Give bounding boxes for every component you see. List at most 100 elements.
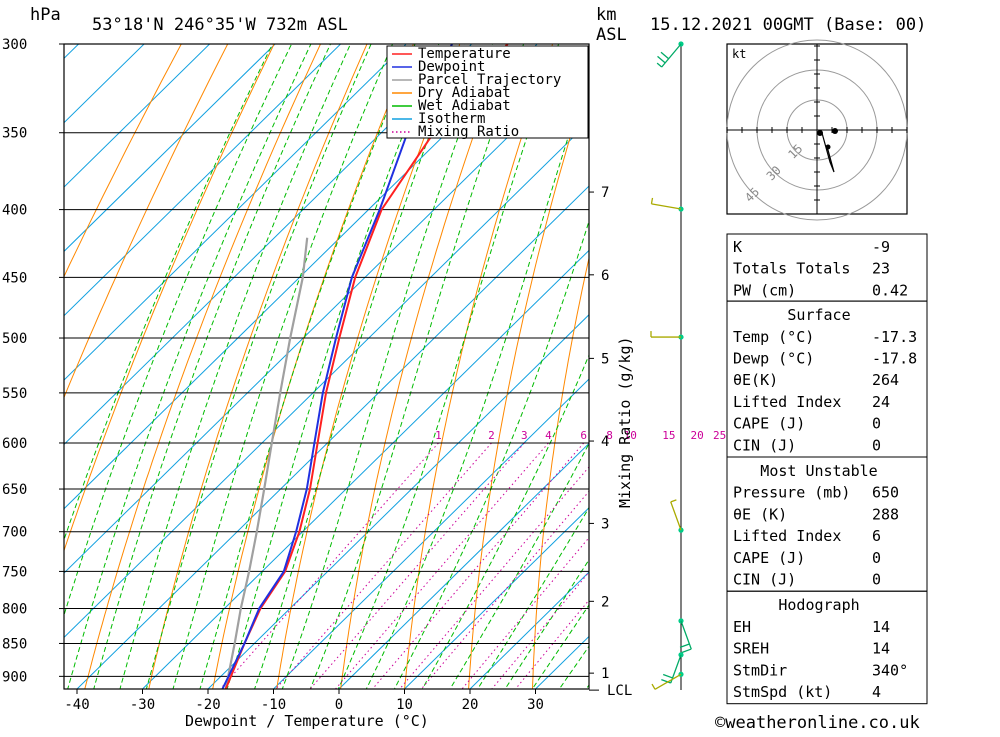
index-value: 24 <box>872 393 890 411</box>
index-value: 6 <box>872 527 881 545</box>
pressure-tick-label: 600 <box>2 436 27 452</box>
mixing-ratio-label: 15 <box>662 429 675 442</box>
legend-label: Wet Adiabat <box>418 98 511 114</box>
isotherm-line <box>64 44 407 381</box>
wind-barb-feather <box>661 678 671 684</box>
index-label: StmDir <box>733 661 787 679</box>
x-tick-label: 20 <box>462 697 479 713</box>
index-label: Dewp (°C) <box>733 350 814 368</box>
index-label: Totals Totals <box>733 260 850 278</box>
pressure-tick-label: 800 <box>2 602 27 618</box>
index-value: 14 <box>872 618 890 636</box>
wet-adiabat-line <box>531 604 589 689</box>
parcel-trajectory-line <box>224 237 309 689</box>
dry-adiabat-line <box>340 44 507 689</box>
mixing-ratio-label: 1 <box>435 429 442 442</box>
isotherm-line <box>403 507 589 689</box>
height-tick-label: 7 <box>601 185 609 201</box>
wet-adiabat-line <box>199 44 416 689</box>
dry-adiabat-line <box>64 44 182 278</box>
isotherm-line <box>64 44 211 188</box>
skewt-plot <box>64 0 988 714</box>
pressure-tick-label: 300 <box>2 37 27 53</box>
index-label: PW (cm) <box>733 281 796 299</box>
pressure-tick-label: 650 <box>2 482 27 498</box>
dry-adiabat-line <box>531 255 589 689</box>
height-tick-label: 4 <box>601 434 609 450</box>
wet-adiabat-line <box>365 71 589 689</box>
index-value: 0 <box>872 415 881 433</box>
wet-adiabat-line <box>172 44 394 689</box>
x-tick-label: -40 <box>64 697 89 713</box>
dry-adiabat-line <box>949 0 988 714</box>
isotherm-line <box>207 314 589 689</box>
datetime-title: 15.12.2021 00GMT (Base: 00) <box>650 15 926 35</box>
location-title: 53°18'N 246°35'W 732m ASL <box>92 15 348 35</box>
wet-adiabat-line <box>67 44 312 689</box>
mixing-ratio-line <box>461 536 589 689</box>
index-tables: K -9 Totals Totals 23 PW (cm) 0.42 Surface Temp… <box>726 233 928 705</box>
isotherm-line <box>64 44 80 60</box>
index-label: K <box>733 238 742 256</box>
site-name: weatheronline.co.uk <box>725 713 919 733</box>
legend-label: Temperature <box>418 46 511 62</box>
height-tick-label: 2 <box>601 594 609 610</box>
copyright-symbol: © <box>715 713 726 733</box>
index-label: Pressure (mb) <box>733 484 850 502</box>
pressure-unit-label: hPa <box>30 5 61 25</box>
wet-adiabat-line <box>337 44 560 689</box>
index-label: CAPE (J) <box>733 549 805 567</box>
index-value: 264 <box>872 371 899 389</box>
wind-barb-staff <box>651 203 682 210</box>
dry-adiabat-line <box>276 44 461 689</box>
wind-barb-feather <box>660 51 670 60</box>
wind-profile <box>650 41 692 690</box>
mixing-ratio-label: 6 <box>580 429 587 442</box>
wind-barb-feather <box>657 55 666 64</box>
mixing-ratio-label: 4 <box>545 429 552 442</box>
hodograph-point <box>817 130 823 136</box>
hodograph-box-title: Hodograph <box>778 596 859 614</box>
mixing-ratio-line <box>275 442 492 689</box>
index-label: Temp (°C) <box>733 328 814 346</box>
isobar-lines <box>64 44 589 677</box>
wind-barb-feather <box>681 648 692 654</box>
x-tick-label: -30 <box>130 697 155 713</box>
pressure-tick-label: 750 <box>2 564 27 580</box>
wind-barb-feather <box>650 197 654 204</box>
height-tick-label: 6 <box>601 268 609 284</box>
x-tick-label: -10 <box>261 697 286 713</box>
index-label: SREH <box>733 640 769 658</box>
index-value: 4 <box>872 683 881 701</box>
index-label: CIN (J) <box>733 436 796 454</box>
copyright-footer: ©weatheronline.co.uk <box>715 713 920 733</box>
index-value: 288 <box>872 505 899 523</box>
wet-adiabat-line <box>309 44 525 689</box>
sounding-profiles <box>221 44 509 689</box>
index-value: -9 <box>872 238 890 256</box>
index-value: 650 <box>872 484 899 502</box>
pressure-tick-label: 350 <box>2 126 27 142</box>
wind-barb-feather <box>662 673 673 679</box>
mixing-ratio-label: 3 <box>521 429 528 442</box>
wet-adiabat-lines <box>64 44 589 689</box>
wind-barb-staff <box>680 620 692 650</box>
wet-adiabat-line <box>504 558 589 689</box>
hodograph-box <box>726 590 928 705</box>
dry-adiabat-lines <box>64 0 988 714</box>
mixing-ratio-label: 20 <box>691 429 704 442</box>
height-tick-label: 3 <box>601 516 609 532</box>
wind-barb-staff <box>670 501 682 531</box>
wet-adiabat-line <box>477 506 589 689</box>
mixing-ratio-label: 10 <box>624 429 637 442</box>
wet-adiabat-line <box>93 44 332 689</box>
isotherm-line <box>64 121 589 639</box>
wet-adiabat-line <box>226 44 440 689</box>
height-tick-label: 1 <box>601 666 609 682</box>
mixing-ratio-label: 8 <box>606 429 613 442</box>
mixing-ratio-line <box>491 571 589 689</box>
legend-label: Parcel Trajectory <box>418 72 561 88</box>
index-label: θE(K) <box>733 371 778 389</box>
